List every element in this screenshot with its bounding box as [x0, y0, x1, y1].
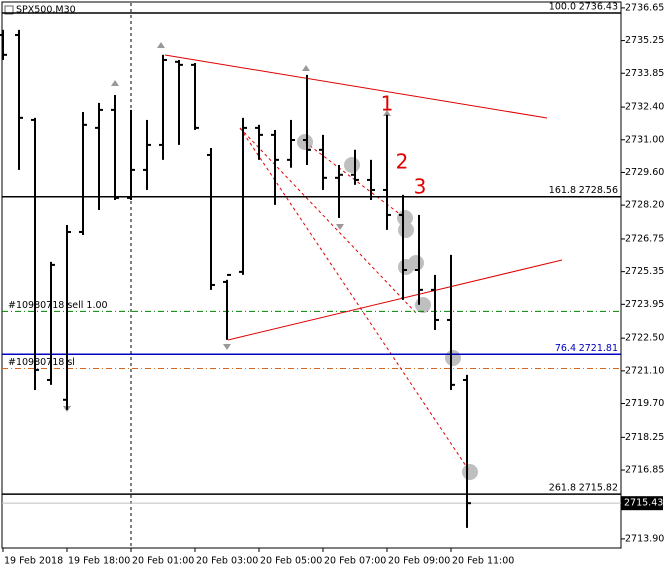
level-ratio: 100.0 [549, 2, 576, 13]
level-value: 2715.82 [579, 483, 618, 494]
current-price: 2715.43 [624, 498, 663, 509]
level-ratio: 161.8 [549, 185, 576, 196]
y-tick-label: 2723.95 [625, 299, 664, 310]
x-tick-label: 20 Feb 11:00 [452, 556, 514, 567]
trend-line [164, 54, 548, 119]
fractal-down [336, 224, 344, 230]
y-tick-label: 2726.75 [625, 233, 664, 244]
x-tick-label: 20 Feb 03:00 [196, 556, 258, 567]
level-value: 2736.43 [579, 2, 618, 13]
order-label: #10980718 sell 1.00 [8, 300, 108, 311]
y-tick-label: 2719.70 [625, 398, 664, 409]
fractal-down [223, 344, 231, 350]
chart-icon [4, 5, 14, 15]
y-tick-label: 2729.60 [625, 167, 664, 178]
trade-marker [415, 297, 431, 313]
y-tick-label: 2736.65 [625, 2, 664, 13]
y-tick-label: 2735.25 [625, 35, 664, 46]
fractal-up [302, 65, 310, 71]
chart-title: SPX500,M30 [16, 5, 76, 16]
x-tick-label: 20 Feb 09:00 [388, 556, 450, 567]
y-tick-label: 2721.10 [625, 365, 664, 376]
x-tick-label: 19 Feb 2018 [4, 556, 63, 567]
annotation: 3 [414, 175, 427, 199]
trade-path [239, 127, 419, 316]
trade-marker [408, 255, 424, 271]
y-tick-label: 2713.90 [625, 533, 664, 544]
y-tick-label: 2722.50 [625, 333, 664, 344]
trade-marker [344, 157, 360, 173]
x-tick-label: 20 Feb 01:00 [132, 556, 194, 567]
price-box [621, 496, 663, 511]
fractal-up [383, 110, 391, 116]
y-tick-label: 2716.85 [625, 465, 664, 476]
y-tick-label: 2728.20 [625, 200, 664, 211]
y-tick-label: 2731.00 [625, 134, 664, 145]
trade-path [239, 127, 471, 473]
level-ratio: 76.4 [555, 343, 576, 354]
level-value: 2728.56 [579, 185, 618, 196]
fractal-up [157, 42, 165, 48]
fractal-up [111, 80, 119, 86]
y-tick-label: 2718.25 [625, 432, 664, 443]
fractal-arrows [63, 42, 391, 412]
x-tick-label: 20 Feb 05:00 [260, 556, 322, 567]
annotation: 1 [381, 92, 394, 116]
y-tick-label: 2732.40 [625, 102, 664, 113]
order-label: #10980718 sl [8, 357, 75, 368]
trade-marker [445, 350, 461, 366]
x-tick-label: 19 Feb 18:00 [68, 556, 130, 567]
trade-marker [462, 464, 478, 480]
y-tick-label: 2733.85 [625, 68, 664, 79]
trade-marker [398, 222, 414, 238]
level-ratio: 261.8 [549, 483, 576, 494]
plot-frame [1, 1, 622, 549]
x-tick-label: 20 Feb 07:00 [324, 556, 386, 567]
trade-marker [297, 134, 313, 150]
annotation: 2 [396, 150, 409, 174]
level-value: 2721.81 [579, 343, 618, 354]
y-tick-label: 2725.35 [625, 266, 664, 277]
trend-line [227, 259, 563, 341]
